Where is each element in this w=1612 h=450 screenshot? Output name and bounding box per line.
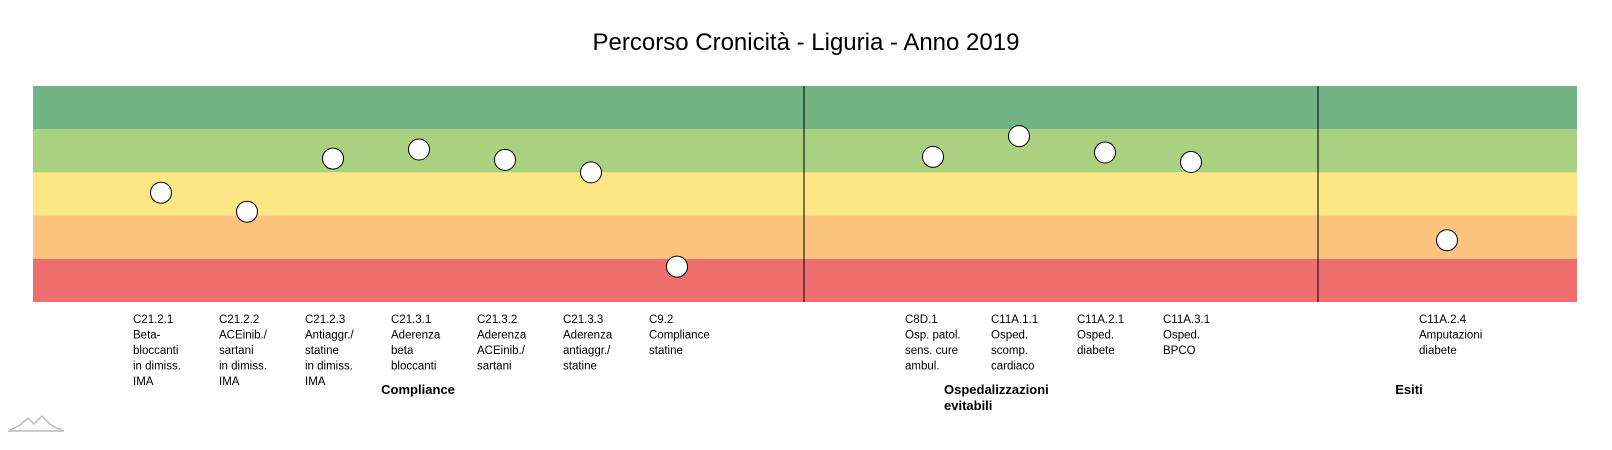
band-3 (33, 215, 1577, 259)
indicator-label-line: C21.3.1 (391, 314, 431, 326)
group-label: Esiti (1395, 382, 1422, 397)
indicator-label-line: statine (305, 345, 339, 357)
indicator-label: C9.2 Compliance statine (649, 314, 710, 357)
indicator-label-line: sartani (219, 345, 254, 357)
indicator-label-line: Aderenza (563, 330, 613, 342)
indicator-label-line: C21.2.1 (133, 314, 173, 326)
group-label: Ospedalizzazioni evitabili (944, 382, 1049, 413)
indicator-label-line: BPCO (1163, 345, 1196, 357)
indicator-label-line: Osped. (1163, 330, 1200, 342)
indicator-label-line: C11A.1.1 (991, 314, 1038, 326)
indicator-label-line: ambul. (905, 361, 940, 373)
data-point (1436, 229, 1458, 252)
indicator-label: C11A.1.1 Osped. scomp. cardiaco (991, 314, 1038, 373)
indicator-label-line: statine (649, 345, 683, 357)
data-point (322, 147, 344, 170)
logo-icon (8, 414, 64, 432)
group-label-line: Ospedalizzazioni (944, 382, 1049, 397)
performance-bands (33, 86, 1577, 302)
indicator-label-line: bloccanti (133, 345, 178, 357)
indicator-label-line: Aderenza (391, 330, 441, 342)
indicator-label-line: diabete (1419, 345, 1457, 357)
indicator-label-line: antiaggr./ (563, 345, 611, 357)
group-labels: Compliance Ospedalizzazioni evitabili Esiti (381, 382, 1423, 413)
indicator-label: C11A.2.1 Osped. diabete (1077, 314, 1124, 357)
indicator-label: C11A.3.1 Osped. BPCO (1163, 314, 1210, 357)
data-points (150, 125, 1458, 278)
indicator-label-line: sens. cure (905, 345, 958, 357)
chart-title: Percorso Cronicità - Liguria - Anno 2019 (593, 29, 1020, 56)
indicator-label-line: ACEinib./ (219, 330, 268, 342)
band-0 (33, 86, 1577, 130)
indicator-label-line: bloccanti (391, 361, 436, 373)
group-label-line: Compliance (381, 382, 455, 397)
indicator-label-line: C11A.3.1 (1163, 314, 1210, 326)
indicator-label-line: sartani (477, 361, 512, 373)
group-label-line: evitabili (944, 398, 992, 413)
indicator-label-line: Osp. patol. (905, 330, 961, 342)
indicator-label: C21.3.1 Aderenza beta bloccanti (391, 314, 441, 373)
indicator-label-line: IMA (133, 376, 154, 388)
indicator-label-line: ACEinib./ (477, 345, 526, 357)
indicator-label-line: C8D.1 (905, 314, 938, 326)
indicator-label-line: C11A.2.1 (1077, 314, 1124, 326)
indicator-label-line: C21.3.3 (563, 314, 603, 326)
indicator-label-line: C21.2.3 (305, 314, 345, 326)
indicator-label-line: IMA (219, 376, 240, 388)
group-dividers (803, 86, 1319, 302)
indicator-label-line: C11A.2.4 (1419, 314, 1467, 326)
data-point (1180, 151, 1202, 174)
indicator-label-line: Osped. (991, 330, 1028, 342)
indicator-label-line: statine (563, 361, 597, 373)
indicator-label-line: C21.3.2 (477, 314, 517, 326)
indicator-label-line: Osped. (1077, 330, 1114, 342)
data-point (494, 148, 516, 171)
indicator-label-line: Beta- (133, 330, 161, 342)
indicator-label: C8D.1 Osp. patol. sens. cure ambul. (905, 314, 961, 373)
indicator-label-line: Amputazioni (1419, 330, 1482, 342)
indicator-label-line: C21.2.2 (219, 314, 259, 326)
band-2 (33, 172, 1577, 216)
indicator-label: C21.3.2 Aderenza ACEinib./ sartani (477, 314, 527, 373)
indicator-label-line: scomp. (991, 345, 1028, 357)
data-point (236, 200, 258, 223)
data-point (666, 255, 688, 278)
indicator-label-line: in dimiss. (305, 361, 353, 373)
data-point (408, 138, 430, 161)
band-1 (33, 129, 1577, 173)
indicator-label-line: Aderenza (477, 330, 527, 342)
data-point (150, 181, 172, 204)
indicator-label-line: IMA (305, 376, 326, 388)
indicator-label-line: cardiaco (991, 361, 1034, 373)
indicator-label-line: in dimiss. (219, 361, 267, 373)
group-label-line: Esiti (1395, 382, 1422, 397)
data-point (922, 145, 944, 168)
indicator-label: C11A.2.4 Amputazioni diabete (1419, 314, 1482, 357)
data-point (1008, 125, 1030, 148)
indicator-label: C21.2.3 Antiaggr./ statine in dimiss. IMA (305, 314, 354, 388)
indicator-label-line: C9.2 (649, 314, 673, 326)
data-point (1094, 141, 1116, 164)
group-label: Compliance (381, 382, 455, 397)
indicator-label-line: Antiaggr./ (305, 330, 354, 342)
band-4 (33, 258, 1577, 302)
indicator-label: C21.2.1 Beta-bloccanti in dimiss. IMA (133, 314, 181, 388)
indicator-label: C21.2.2 ACEinib./ sartani in dimiss. IMA (219, 314, 268, 388)
indicator-label-line: beta (391, 345, 414, 357)
indicator-label-line: in dimiss. (133, 361, 181, 373)
indicator-labels: C21.2.1 Beta-bloccanti in dimiss. IMAC21.2.… (133, 314, 1482, 388)
indicator-label-line: diabete (1077, 345, 1115, 357)
indicator-label-line: Compliance (649, 330, 710, 342)
data-point (580, 161, 602, 184)
indicator-label: C21.3.3 Aderenza antiaggr./ statine (563, 314, 613, 373)
